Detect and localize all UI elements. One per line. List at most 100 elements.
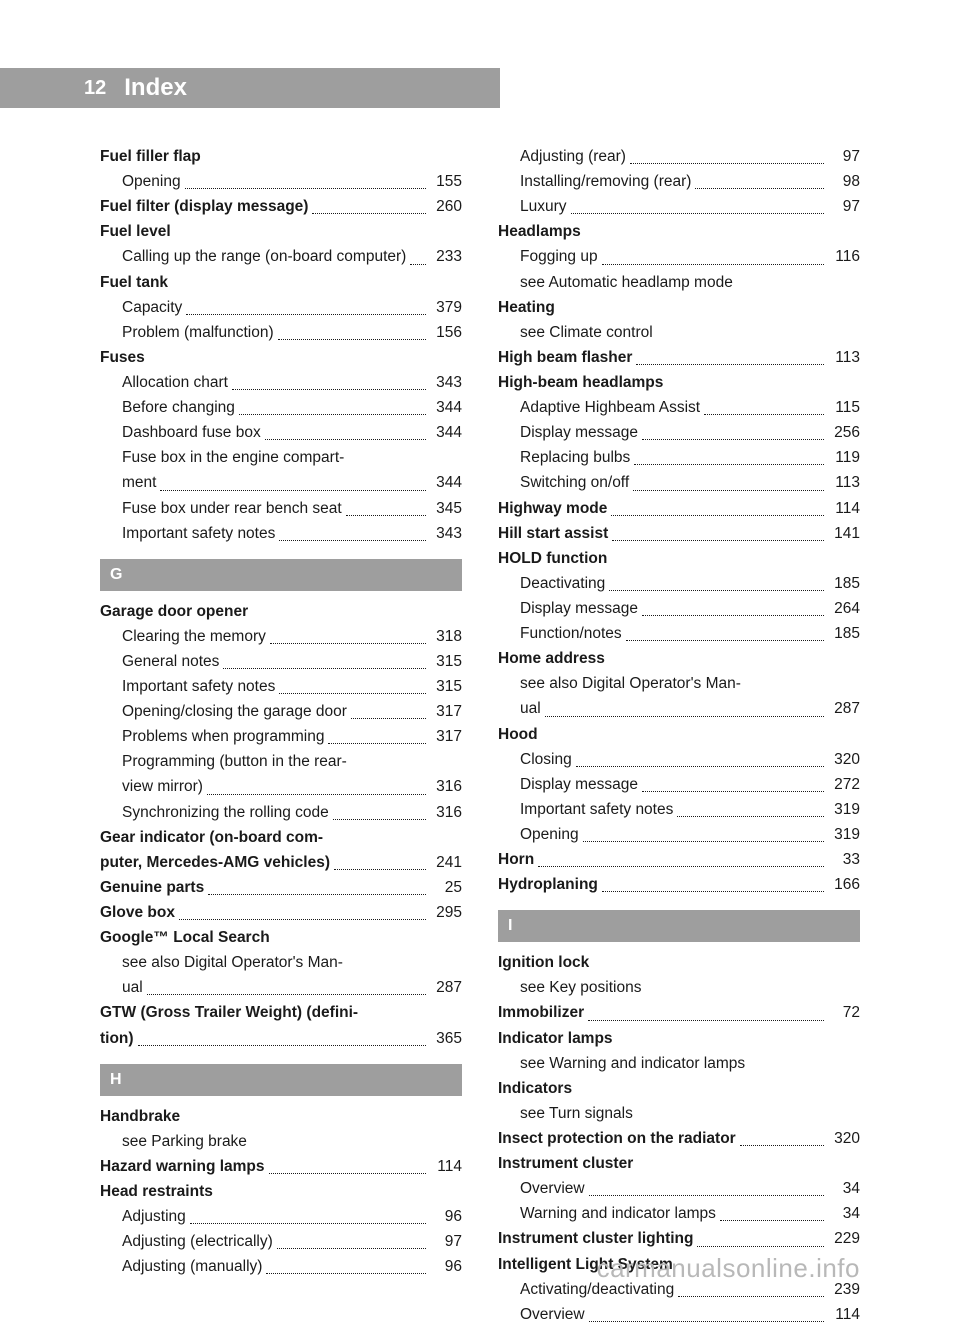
index-label: tion) — [100, 1026, 134, 1051]
index-label: Instrument cluster lighting — [498, 1226, 693, 1251]
index-page: 343 — [430, 370, 462, 395]
index-entry: Luxury97 — [498, 194, 860, 219]
index-entry: tion) 365 — [100, 1026, 462, 1051]
index-entry: Head restraints — [100, 1179, 462, 1204]
leader-dots — [626, 621, 824, 641]
index-page: 319 — [828, 797, 860, 822]
leader-dots — [588, 1000, 824, 1020]
index-entry: Adjusting (electrically)97 — [100, 1229, 462, 1254]
index-entry: ment344 — [100, 470, 462, 495]
index-entry: Fuel tank — [100, 270, 462, 295]
index-label: Hood — [498, 722, 538, 747]
index-entry: Fuel filter (display message)260 — [100, 194, 462, 219]
index-page: 229 — [828, 1226, 860, 1251]
index-entry: Fuel filler flap — [100, 144, 462, 169]
index-entry: puter, Mercedes-AMG vehicles)241 — [100, 850, 462, 875]
index-entry: see Parking brake — [100, 1129, 462, 1154]
index-page: 316 — [430, 800, 462, 825]
index-entry: Problem (malfunction)156 — [100, 320, 462, 345]
index-page: 114 — [430, 1154, 462, 1179]
index-entry: Instrument cluster lighting 229 — [498, 1226, 860, 1251]
index-label: Heating — [498, 295, 555, 320]
leader-dots — [589, 1176, 824, 1196]
index-label: Overview — [520, 1302, 585, 1327]
leader-dots — [279, 674, 426, 694]
index-label: Opening — [122, 169, 181, 194]
index-page: 315 — [430, 649, 462, 674]
index-label: see also Digital Operator's Man- — [122, 950, 343, 975]
index-entry: Important safety notes343 — [100, 521, 462, 546]
leader-dots — [633, 470, 824, 490]
index-entry: Dashboard fuse box344 — [100, 420, 462, 445]
index-page: 34 — [828, 1176, 860, 1201]
index-entry: Display message272 — [498, 772, 860, 797]
index-label: ual — [122, 975, 143, 1000]
index-page: 345 — [430, 496, 462, 521]
index-entry: Adjusting (manually)96 — [100, 1254, 462, 1279]
index-label: Allocation chart — [122, 370, 228, 395]
leader-dots — [190, 1204, 426, 1224]
index-entry: Fuel level — [100, 219, 462, 244]
index-label: Switching on/off — [520, 470, 629, 495]
index-label: see also Digital Operator's Man- — [520, 671, 741, 696]
index-label: Highway mode — [498, 496, 607, 521]
leader-dots — [611, 496, 824, 516]
leader-dots — [223, 649, 426, 669]
index-entry: see Key positions — [498, 975, 860, 1000]
index-label: Synchronizing the rolling code — [122, 800, 329, 825]
index-label: view mirror) — [122, 774, 203, 799]
leader-dots — [265, 420, 426, 440]
section-letter: H — [100, 1064, 462, 1096]
index-label: Gear indicator (on-board com- — [100, 825, 323, 850]
leader-dots — [269, 1154, 426, 1174]
index-entry: see Turn signals — [498, 1101, 860, 1126]
index-entry: Problems when programming317 — [100, 724, 462, 749]
index-page: 119 — [828, 445, 860, 470]
index-page: 166 — [828, 872, 860, 897]
index-entry: Important safety notes315 — [100, 674, 462, 699]
section-letter: G — [100, 559, 462, 591]
index-entry: Highway mode114 — [498, 496, 860, 521]
leader-dots — [571, 194, 824, 214]
index-entry: Genuine parts25 — [100, 875, 462, 900]
index-page: 320 — [828, 1126, 860, 1151]
index-entry: Important safety notes319 — [498, 797, 860, 822]
index-entry: Opening 155 — [100, 169, 462, 194]
index-entry: see Climate control — [498, 320, 860, 345]
index-columns: Fuel filler flapOpening155Fuel filter (d… — [100, 68, 860, 1327]
index-page: 317 — [430, 699, 462, 724]
leader-dots — [160, 470, 426, 490]
index-label: see Key positions — [520, 975, 642, 1000]
index-page: 97 — [828, 194, 860, 219]
index-label: Garage door opener — [100, 599, 248, 624]
index-page: 233 — [430, 244, 462, 269]
index-label: Problem (malfunction) — [122, 320, 274, 345]
index-label: Hill start assist — [498, 521, 608, 546]
index-entry: Fuse box under rear bench seat345 — [100, 496, 462, 521]
index-label: Insect protection on the radiator — [498, 1126, 736, 1151]
left-column: Fuel filler flapOpening155Fuel filter (d… — [100, 144, 462, 1327]
index-entry: Insect protection on the radiator 320 — [498, 1126, 860, 1151]
index-page: 315 — [430, 674, 462, 699]
leader-dots — [630, 144, 824, 164]
index-entry: Overview34 — [498, 1176, 860, 1201]
index-page: 365 — [430, 1026, 462, 1051]
index-page: 185 — [828, 621, 860, 646]
index-label: Fuel filter (display message) — [100, 194, 308, 219]
index-page: 379 — [430, 295, 462, 320]
index-entry: Adjusting96 — [100, 1204, 462, 1229]
leader-dots — [179, 900, 426, 920]
index-entry: Heating — [498, 295, 860, 320]
leader-dots — [207, 774, 426, 794]
page-body: Fuel filler flapOpening155Fuel filter (d… — [0, 0, 960, 1302]
index-page: 155 — [430, 169, 462, 194]
index-page: 319 — [828, 822, 860, 847]
index-page: 343 — [430, 521, 462, 546]
index-entry: Google™ Local Search — [100, 925, 462, 950]
index-entry: GTW (Gross Trailer Weight) (defini- — [100, 1000, 462, 1025]
index-page: 116 — [828, 244, 860, 269]
index-entry: see also Digital Operator's Man- — [498, 671, 860, 696]
index-label: Before changing — [122, 395, 235, 420]
leader-dots — [208, 875, 426, 895]
index-entry: Immobilizer72 — [498, 1000, 860, 1025]
